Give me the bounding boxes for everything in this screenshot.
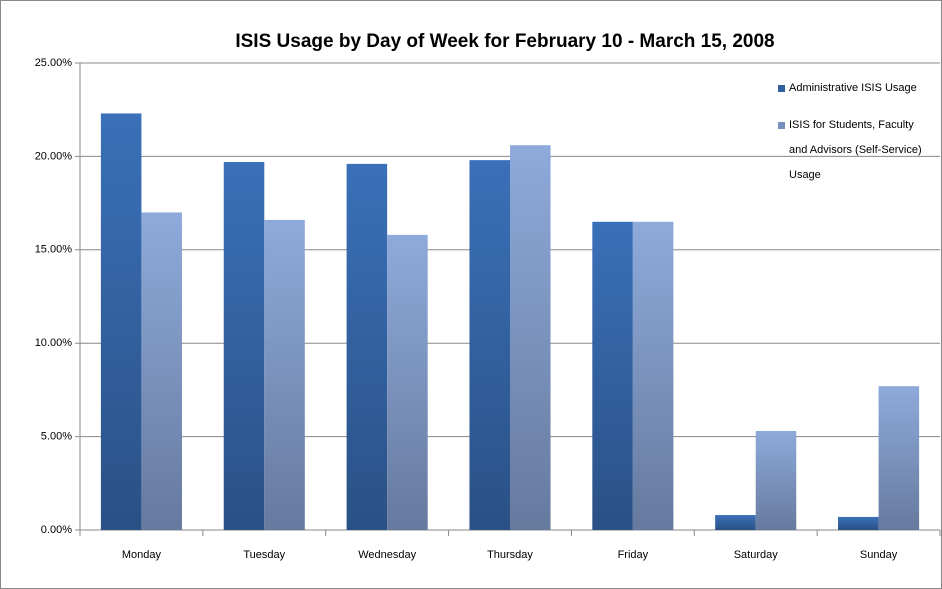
bar: [715, 515, 756, 530]
bar: [387, 234, 428, 530]
x-tick-label: Thursday: [487, 549, 533, 561]
x-tick-label: Monday: [122, 549, 162, 561]
y-tick-label: 10.00%: [35, 337, 73, 349]
legend: Administrative ISIS Usage ISIS for Studen…: [778, 76, 928, 200]
bar: [346, 163, 388, 530]
x-tick-label: Saturday: [734, 549, 779, 561]
bar: [510, 145, 551, 530]
x-tick-label: Wednesday: [358, 549, 416, 561]
legend-swatch: [778, 85, 785, 92]
bar: [223, 162, 265, 530]
bar: [838, 516, 879, 530]
bar: [469, 160, 510, 531]
legend-item: Administrative ISIS Usage: [778, 76, 928, 101]
x-tick-label: Tuesday: [243, 549, 285, 561]
legend-swatch: [778, 122, 785, 129]
bar: [592, 221, 633, 530]
y-tick-label: 15.00%: [35, 244, 73, 256]
x-tick-label: Friday: [618, 549, 649, 561]
bar: [755, 430, 797, 530]
y-tick-label: 0.00%: [41, 524, 72, 536]
x-tick-label: Sunday: [860, 549, 898, 561]
legend-item: ISIS for Students, Faculty and Advisors …: [778, 113, 928, 188]
bar: [632, 221, 674, 530]
chart-title: ISIS Usage by Day of Week for February 1…: [235, 31, 774, 52]
y-tick-label: 25.00%: [35, 57, 73, 69]
legend-label: ISIS for Students, Faculty and Advisors …: [789, 119, 922, 181]
bar: [878, 386, 920, 530]
y-tick-label: 20.00%: [35, 150, 73, 162]
bar: [141, 212, 182, 530]
legend-label: Administrative ISIS Usage: [789, 82, 917, 94]
bar: [264, 219, 305, 531]
y-tick-label: 5.00%: [41, 431, 72, 443]
bar: [100, 113, 142, 530]
